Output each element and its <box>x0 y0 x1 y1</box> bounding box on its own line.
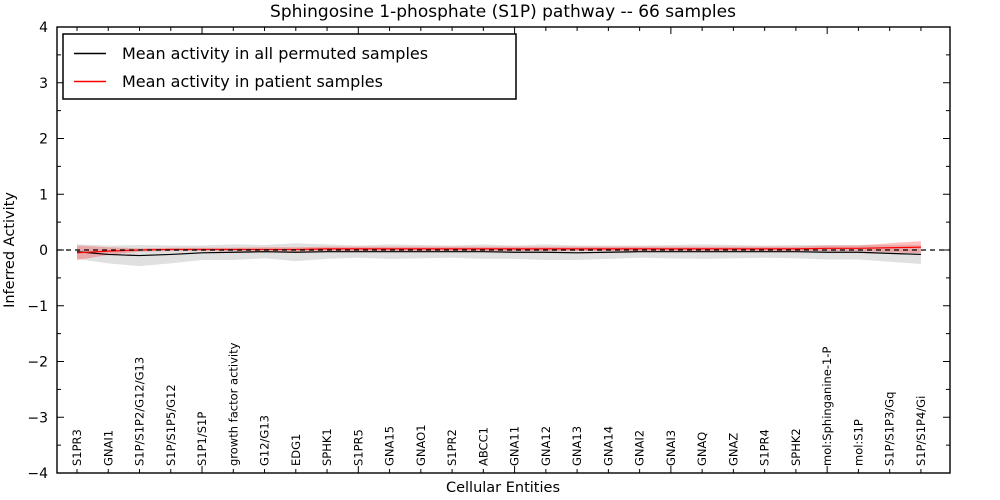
x-category-label: GNA13 <box>570 426 584 466</box>
x-category-label: S1P/S1P2/G12/G13 <box>133 357 147 466</box>
x-category-label: SPHK1 <box>320 428 334 466</box>
y-tick-label: −4 <box>27 466 48 482</box>
x-category-label: GNAO1 <box>414 424 428 466</box>
patient-mean-line <box>76 246 921 254</box>
x-category-label: GNA14 <box>601 426 615 466</box>
x-category-label: mol:S1P <box>851 419 865 466</box>
x-category-label: mol:Sphinganine-1-P <box>820 347 834 466</box>
x-category-label: S1P/S1P5/G12 <box>164 384 178 466</box>
y-tick-label: 1 <box>39 187 48 203</box>
x-category-label: growth factor activity <box>226 342 240 466</box>
legend-box <box>62 33 517 100</box>
y-tick-label: 0 <box>39 243 48 259</box>
x-category-label: S1PR4 <box>758 429 772 466</box>
x-category-label: GNAI2 <box>633 430 647 466</box>
x-category-label: GNAI3 <box>664 430 678 466</box>
y-tick-label: −3 <box>27 410 48 426</box>
y-tick-label: 3 <box>39 76 48 92</box>
x-category-label: GNAQ <box>695 432 709 466</box>
x-category-label: SPHK2 <box>789 428 803 466</box>
x-category-label: S1PR3 <box>70 429 84 466</box>
chart-title: Sphingosine 1-phosphate (S1P) pathway --… <box>270 2 736 22</box>
x-category-label: GNA11 <box>508 426 522 466</box>
x-category-label: GNAI1 <box>101 430 115 466</box>
x-category-label: S1P/S1P4/Gi <box>914 396 928 466</box>
x-category-label: ABCC1 <box>476 427 490 466</box>
legend-entry-patient: Mean activity in patient samples <box>122 72 383 91</box>
x-category-label: GNA12 <box>539 426 553 466</box>
legend: Mean activity in all permuted samples Me… <box>62 33 517 100</box>
y-tick-label: 2 <box>39 132 48 148</box>
x-axis-label: Cellular Entities <box>446 480 560 496</box>
y-axis-label: Inferred Activity <box>2 192 18 308</box>
y-tick-label: −1 <box>27 299 48 315</box>
plot-area: −4 −3 −2 −1 0 1 2 3 4 S1PR3 GNAI1 S1P/S1P2/G12/G13 S… <box>27 20 951 482</box>
y-tick-label: 4 <box>39 20 48 36</box>
x-category-label: S1PR2 <box>445 429 459 466</box>
x-category-label: GNAZ <box>726 433 740 466</box>
x-category-label: S1P/S1P3/Gq <box>883 392 897 466</box>
legend-entry-permuted: Mean activity in all permuted samples <box>122 44 428 63</box>
x-category-label: G12/G13 <box>258 415 272 466</box>
permuted-mean-line <box>76 251 921 257</box>
x-category-label: S1P1/S1P <box>195 412 209 466</box>
x-category-label: EDG1 <box>289 434 303 466</box>
y-tick-label: −2 <box>27 355 48 371</box>
x-category-label: GNA15 <box>383 426 397 466</box>
x-category-label: S1PR5 <box>351 429 365 466</box>
